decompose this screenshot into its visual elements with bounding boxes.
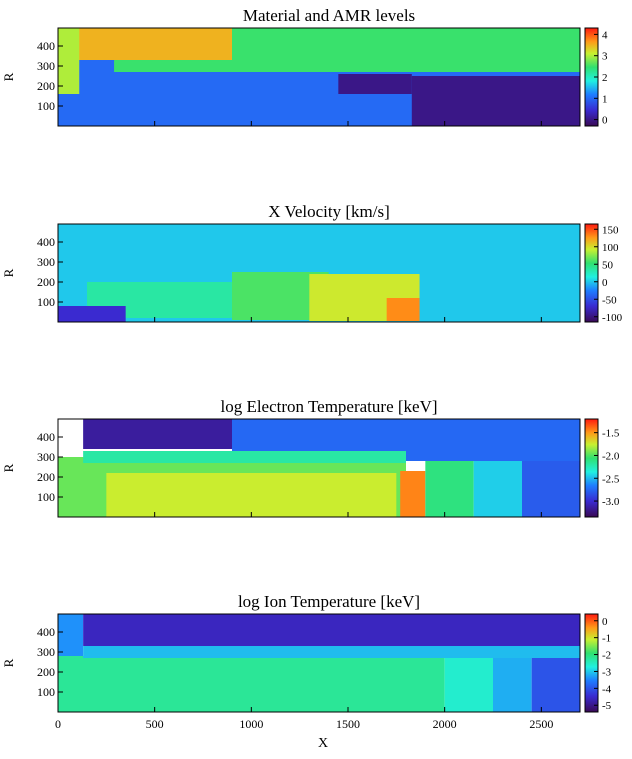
y-tick-label: 400: [37, 39, 55, 53]
x-tick-label: 1500: [336, 717, 360, 731]
y-tick-label: 300: [37, 59, 55, 73]
panel-title: log Ion Temperature [keV]: [238, 592, 420, 611]
panel-3: log Electron Temperature [keV] 100 200 300 4…: [1, 397, 620, 518]
colorbar-tick-label: -5: [602, 700, 612, 712]
field-region: [400, 471, 426, 517]
panel-title: Material and AMR levels: [243, 6, 415, 25]
colorbar-tick-label: -2.0: [602, 450, 620, 462]
x-tick-label: 0: [55, 717, 61, 731]
y-tick-label: 400: [37, 625, 55, 639]
field-region: [58, 656, 445, 712]
colorbar-tick-label: -3: [602, 666, 612, 678]
field-region: [58, 28, 80, 94]
x-tick-label: 2500: [529, 717, 553, 731]
y-tick-label: 200: [37, 470, 55, 484]
y-tick-label: 100: [37, 490, 55, 504]
plot-frame: [57, 418, 581, 518]
colorbar-tick-label: -100: [602, 312, 623, 324]
field-region: [425, 461, 474, 517]
colorbar-tick-label: -1: [602, 633, 611, 645]
x-axis-label: X: [318, 736, 328, 751]
colorbar-tick-label: -2.5: [602, 473, 620, 485]
field-region: [522, 461, 580, 517]
field-region: [58, 614, 84, 656]
colorbar: [584, 418, 599, 518]
colorbar-tick-label: 0: [602, 277, 608, 289]
y-axis-label: R: [1, 658, 16, 667]
colorbar-tick-label: 50: [602, 259, 614, 271]
field-region: [77, 28, 232, 60]
field-region: [473, 461, 522, 517]
field-region: [83, 614, 580, 646]
colorbar-tick-label: -1.5: [602, 428, 620, 440]
field-region: [531, 656, 580, 712]
panel-2: X Velocity [km/s] 100 200 300 400 R -100 -50 0 50…: [1, 202, 623, 324]
y-tick-label: 200: [37, 275, 55, 289]
y-tick-label: 200: [37, 665, 55, 679]
y-tick-label: 100: [37, 99, 55, 113]
colorbar-tick-label: 150: [602, 224, 619, 236]
colorbar: [584, 613, 599, 713]
colorbar-tick-label: 100: [602, 242, 619, 254]
y-axis-label: R: [1, 268, 16, 277]
panel-1: Material and AMR levels 100 200 300 400 R 0 1 2 3…: [1, 6, 608, 127]
colorbar-tick-label: -2: [602, 650, 611, 662]
y-tick-label: 100: [37, 295, 55, 309]
field-region: [386, 298, 420, 321]
field-region: [444, 656, 493, 712]
field-region: [338, 74, 412, 94]
colorbar-tick-label: 0: [602, 115, 608, 127]
field-region: [411, 76, 580, 126]
plot-frame: [57, 223, 581, 323]
y-tick-label: 100: [37, 685, 55, 699]
colorbar-tick-label: -3.0: [602, 496, 620, 508]
panel-title: log Electron Temperature [keV]: [220, 397, 437, 416]
field-region: [106, 473, 397, 517]
plot-frame: [57, 613, 581, 713]
y-tick-label: 200: [37, 79, 55, 93]
y-tick-label: 400: [37, 430, 55, 444]
colorbar-tick-label: 3: [602, 51, 608, 63]
colorbar-tick-label: -50: [602, 294, 617, 306]
colorbar-tick-label: 1: [602, 93, 608, 105]
panel-4: log Ion Temperature [keV] 100 200 300 400 R 0 5…: [1, 592, 612, 751]
y-axis-label: R: [1, 72, 16, 81]
y-axis-label: R: [1, 463, 16, 472]
colorbar: [584, 223, 599, 323]
x-tick-label: 2000: [433, 717, 457, 731]
panel-title: X Velocity [km/s]: [268, 202, 390, 221]
y-tick-label: 300: [37, 450, 55, 464]
y-tick-label: 300: [37, 645, 55, 659]
field-region: [83, 419, 232, 449]
field-region: [493, 656, 532, 712]
colorbar-tick-label: 2: [602, 72, 608, 84]
x-tick-label: 1000: [239, 717, 263, 731]
colorbar-tick-label: 0: [602, 616, 608, 628]
field-region: [83, 646, 580, 658]
y-tick-label: 400: [37, 235, 55, 249]
field-region: [83, 451, 406, 463]
colorbar-tick-label: 4: [602, 29, 608, 41]
x-tick-label: 500: [146, 717, 164, 731]
y-tick-label: 300: [37, 255, 55, 269]
field-region: [58, 306, 126, 322]
colorbar-tick-label: -4: [602, 683, 612, 695]
plot-frame: [57, 27, 581, 127]
